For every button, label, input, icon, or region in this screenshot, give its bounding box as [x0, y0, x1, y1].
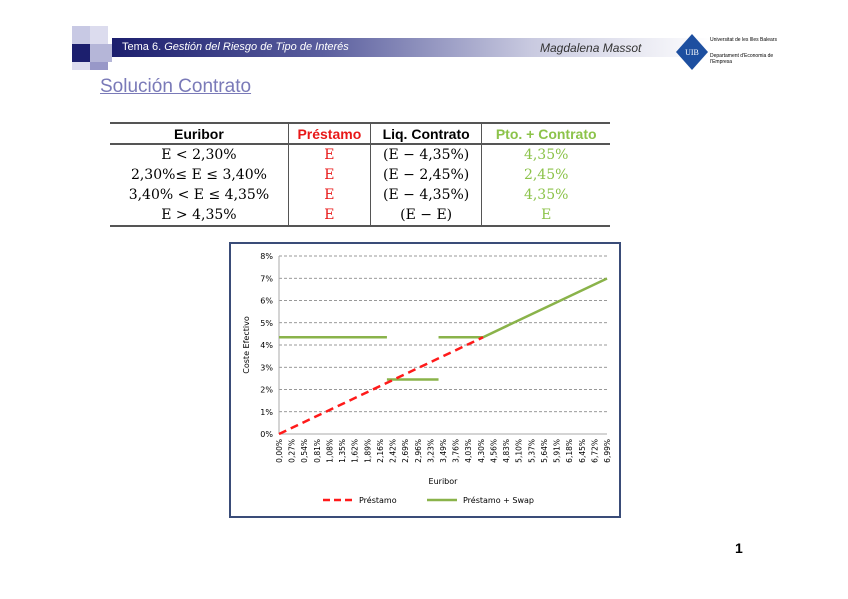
table-row: 2,30%≤ E ≤ 3,40% E (E − 2,45%) 2,45% [110, 164, 610, 185]
slide-title: Solución Contrato [100, 76, 252, 97]
page-number: 1 [735, 540, 743, 556]
table-cell: (E − 4,35%) [369, 185, 482, 206]
svg-text:UIB: UIB [685, 48, 699, 57]
chart: 0% 1% 2% 3% 4% 5% 6% 7% 8% 0,00% 0,27% 0,54% 0,81% 1,… [229, 242, 621, 518]
x-tick-label: 5,37% [527, 439, 536, 463]
legend-label: Préstamo [359, 495, 397, 505]
table-cell: E [287, 164, 371, 185]
topic-number: Tema 6. [122, 41, 162, 53]
x-tick-label: 4,83% [502, 439, 511, 463]
x-tick-label: 5,91% [553, 439, 562, 463]
x-tick-label: 6,45% [578, 439, 587, 463]
x-tick-label: 4,30% [477, 439, 486, 463]
legend-label: Préstamo + Swap [463, 495, 534, 505]
table-cell: E > 4,35% [110, 205, 289, 227]
decor-square [72, 44, 90, 62]
x-tick-label: 0,00% [275, 439, 284, 463]
uib-logo: UIB Universitat de les Illes Balears Dep… [676, 32, 786, 72]
table-row: E < 2,30% E (E − 4,35%) 4,35% [110, 144, 610, 165]
header-bar [112, 38, 712, 57]
x-tick-label: 6,72% [590, 439, 599, 463]
x-tick-label: 1,35% [338, 439, 347, 463]
table-cell: 2,45% [481, 164, 610, 185]
y-tick-label: 7% [260, 274, 273, 283]
x-tick-label: 0,27% [288, 439, 297, 463]
y-tick-label: 8% [260, 252, 273, 261]
table-cell: 2,30%≤ E ≤ 3,40% [130, 166, 267, 183]
table-cell: E [481, 205, 610, 227]
x-axis-label: Euribor [429, 477, 459, 486]
x-tick-label: 0,54% [300, 439, 309, 463]
y-axis-label: Coste Efectivo [242, 316, 251, 374]
x-tick-label: 2,42% [389, 439, 398, 463]
x-tick-label: 2,96% [414, 439, 423, 463]
table-row: E > 4,35% E (E − E) E [110, 205, 610, 227]
x-tick-label: 3,76% [452, 439, 461, 463]
contract-table: Euribor Préstamo Liq. Contrato Pto. + Co… [110, 122, 610, 227]
logo-text-1: Universitat de les Illes Balears [710, 37, 777, 43]
decor-square [90, 44, 112, 62]
y-tick-label: 0% [260, 430, 273, 439]
decor-square [90, 26, 108, 44]
decor-square [90, 62, 108, 70]
x-tick-label: 1,62% [351, 439, 360, 463]
table-cell: E < 2,30% [161, 146, 237, 163]
series-line-prestamo-swap [438, 277, 608, 339]
decor-square [72, 26, 90, 44]
topic-title: Gestión del Riesgo de Tipo de Interés [164, 41, 349, 53]
y-tick-label: 4% [260, 341, 273, 350]
chart-svg: 0%1%2%3%4%5%6%7%8%0,00% 0,27% 0,54% 0,81% 1,… [242, 252, 612, 505]
y-tick-label: 5% [260, 319, 273, 328]
header-title: Tema 6. Gestión del Riesgo de Tipo de In… [122, 41, 349, 53]
y-tick-label: 1% [260, 408, 273, 417]
uib-logo-icon: UIB [676, 34, 708, 70]
col-liq-contrato: Liq. Contrato [369, 122, 482, 145]
table-cell: (E − 2,45%) [369, 164, 482, 185]
table-cell: 3,40% < E ≤ 4,35% [128, 187, 270, 204]
table-cell: E [287, 185, 371, 206]
decor-square [72, 62, 90, 70]
x-tick-label: 4,03% [464, 439, 473, 463]
x-tick-label: 5,10% [515, 439, 524, 463]
table-cell: E [287, 144, 371, 165]
x-tick-label: 5,64% [540, 439, 549, 463]
x-tick-label: 0,81% [313, 439, 322, 463]
x-tick-label: 3,23% [426, 439, 435, 463]
table-cell: (E − 4,35%) [369, 144, 482, 165]
table-row: 3,40% < E ≤ 4,35% E (E − 4,35%) 4,35% [110, 185, 610, 206]
table-cell: 4,35% [481, 144, 610, 165]
table-cell: (E − E) [369, 205, 482, 227]
x-tick-label: 6,18% [565, 439, 574, 463]
y-tick-label: 3% [260, 363, 273, 372]
author: Magdalena Massot [540, 41, 642, 55]
col-euribor: Euribor [110, 122, 289, 145]
col-prestamo: Préstamo [287, 122, 371, 145]
x-tick-label: 2,69% [401, 439, 410, 463]
x-tick-label: 6,99% [603, 439, 612, 463]
x-tick-label: 4,56% [489, 439, 498, 463]
x-tick-label: 1,08% [325, 439, 334, 463]
x-tick-label: 3,49% [439, 439, 448, 463]
x-tick-label: 2,16% [376, 439, 385, 463]
x-tick-label: 1,89% [363, 439, 372, 463]
logo-text-2: Departament d'Economia de l'Empresa [710, 53, 774, 65]
series-line-prestamo [278, 336, 484, 436]
table-cell: E [287, 205, 371, 227]
table-cell: 4,35% [481, 185, 610, 206]
y-tick-label: 2% [260, 386, 273, 395]
col-pto-contrato: Pto. + Contrato [481, 122, 610, 145]
y-tick-label: 6% [260, 297, 273, 306]
